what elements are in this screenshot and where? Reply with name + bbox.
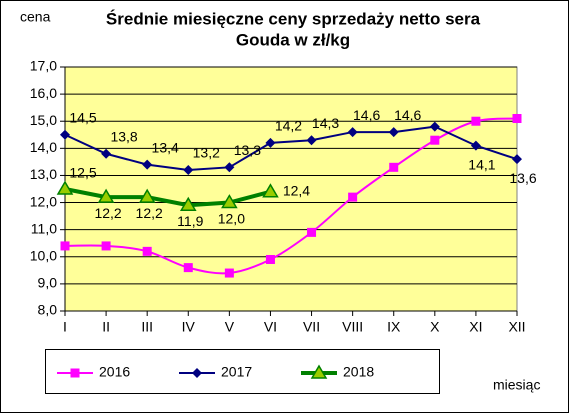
data-point xyxy=(430,135,440,145)
data-point xyxy=(388,127,399,138)
x-tick-label: III xyxy=(141,319,153,335)
data-point xyxy=(101,148,112,159)
x-tick-label: IX xyxy=(387,319,401,335)
data-point xyxy=(307,227,317,237)
data-label: 13,8 xyxy=(110,128,137,144)
data-point xyxy=(512,154,522,165)
data-point xyxy=(142,159,153,170)
y-tick-label: 15,0 xyxy=(30,112,57,128)
data-point xyxy=(512,114,522,124)
y-tick-label: 13,0 xyxy=(30,166,57,182)
legend-label: 2018 xyxy=(343,364,374,380)
series-line xyxy=(64,187,271,208)
data-point xyxy=(306,135,317,146)
data-label: 12,0 xyxy=(218,210,245,226)
y-tick-label: 12,0 xyxy=(30,193,57,209)
data-point xyxy=(97,188,115,203)
data-point xyxy=(60,129,70,140)
data-point xyxy=(179,196,197,212)
data-label: 14,3 xyxy=(312,115,339,131)
x-tick-label: XII xyxy=(508,319,525,335)
data-point xyxy=(56,180,74,195)
data-label: 12,4 xyxy=(283,182,310,198)
data-point xyxy=(265,137,276,148)
data-point xyxy=(183,165,194,176)
data-point xyxy=(142,246,152,256)
x-tick-label: V xyxy=(225,319,235,335)
data-point xyxy=(347,127,358,138)
series-line xyxy=(64,125,518,172)
data-point xyxy=(221,194,238,209)
chart-title: Średnie miesięczne ceny sprzedaży netto … xyxy=(106,9,481,28)
data-point xyxy=(224,162,235,173)
data-label: 12,2 xyxy=(136,205,163,221)
legend-marker xyxy=(310,364,328,379)
legend-marker xyxy=(192,368,202,378)
data-label: 13,3 xyxy=(234,142,261,158)
data-point xyxy=(389,162,399,172)
data-label: 14,1 xyxy=(468,156,495,172)
x-tick-label: II xyxy=(102,319,110,335)
data-point xyxy=(429,121,440,132)
data-label: 14,6 xyxy=(353,107,380,123)
legend-label: 2017 xyxy=(221,364,252,380)
y-tick-label: 17,0 xyxy=(30,58,57,74)
y-tick-label: 8,0 xyxy=(38,302,58,318)
chart-title: Gouda w zł/kg xyxy=(236,30,350,49)
data-label: 13,4 xyxy=(152,139,179,155)
x-tick-label: X xyxy=(430,319,440,335)
x-tick-label: VIII xyxy=(342,319,363,335)
legend-label: 2016 xyxy=(99,364,130,380)
data-label: 13,6 xyxy=(509,170,536,186)
data-label: 14,6 xyxy=(394,107,421,123)
legend xyxy=(45,349,440,394)
data-label: 12,5 xyxy=(69,165,96,181)
y-tick-label: 9,0 xyxy=(38,275,58,291)
legend-marker xyxy=(70,368,80,378)
y-tick-label: 14,0 xyxy=(30,139,57,155)
data-label: 12,2 xyxy=(94,205,121,221)
data-point xyxy=(262,183,279,198)
y-axis-label: cena xyxy=(20,9,51,25)
y-tick-label: 16,0 xyxy=(30,85,57,101)
data-point xyxy=(265,254,275,264)
data-label: 11,9 xyxy=(177,213,203,229)
data-point xyxy=(348,192,358,202)
x-tick-label: XI xyxy=(469,319,482,335)
y-tick-label: 10,0 xyxy=(30,247,57,263)
data-point xyxy=(471,116,481,126)
x-tick-label: VII xyxy=(303,319,320,335)
data-point xyxy=(183,263,193,273)
x-tick-label: IV xyxy=(182,319,196,335)
data-point xyxy=(60,241,70,251)
x-tick-label: I xyxy=(63,319,67,335)
y-tick-label: 11,0 xyxy=(31,220,57,236)
data-label: 14,5 xyxy=(69,109,96,125)
x-axis-label: miesiąc xyxy=(493,377,540,393)
data-label: 13,2 xyxy=(193,145,220,161)
data-point xyxy=(138,188,156,203)
data-point xyxy=(470,140,481,151)
data-label: 14,2 xyxy=(275,118,302,134)
data-point xyxy=(101,241,111,251)
x-tick-label: VI xyxy=(264,319,277,335)
data-point xyxy=(224,268,234,278)
